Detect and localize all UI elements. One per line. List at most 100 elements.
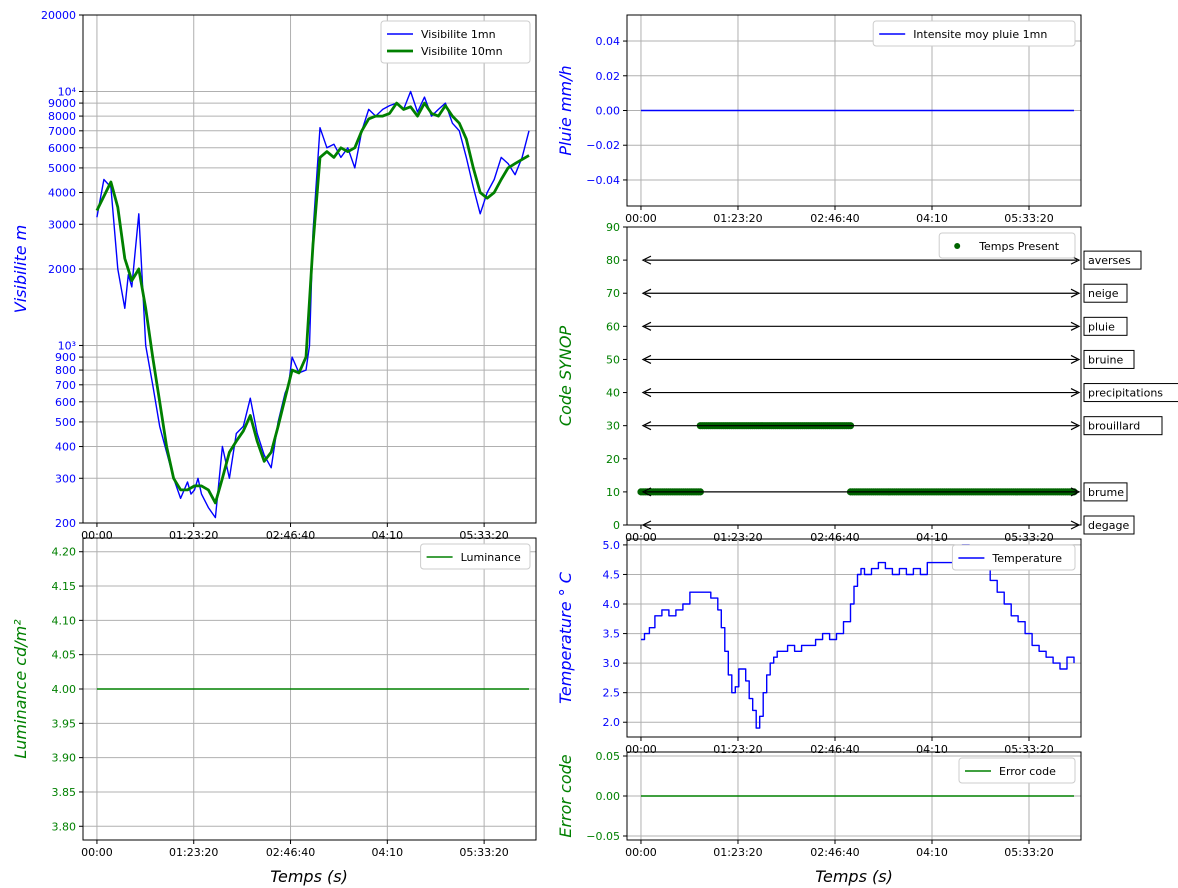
y-axis-label: Pluie mm/h — [556, 65, 575, 155]
annotation-box — [1083, 316, 1128, 336]
legend-marker — [954, 243, 961, 249]
arrow-head-right — [1070, 421, 1081, 431]
x-tick-label: 05:33:20 — [1004, 846, 1053, 859]
y-tick-label: 3000 — [48, 218, 76, 231]
arrow-head-right — [1070, 388, 1081, 398]
chart-rain: 00:00 01:23:20 02:46:40 04:10 05:33:20 −0.04 −… — [556, 14, 1082, 225]
arrow-head-left — [641, 321, 652, 331]
chart-visibility: 00:00 01:23:20 02:46:40 04:10 05:33:20 200 300… — [11, 9, 537, 542]
x-tick-label: 04:10 — [371, 846, 403, 859]
y-tick-label: 5000 — [48, 162, 76, 175]
y-tick-label: 2000 — [48, 263, 76, 276]
annotation-box — [1083, 250, 1142, 270]
arrow-head-right — [1070, 321, 1081, 331]
y-tick-label: 9000 — [48, 97, 76, 110]
x-tick-label: 05:33:20 — [1004, 212, 1053, 225]
y-tick-label: 40 — [606, 387, 620, 400]
y-tick-label: 400 — [55, 441, 76, 454]
legend-label: Luminance — [461, 551, 521, 564]
annotation-label: bruine — [1088, 353, 1124, 366]
axes-frame — [82, 14, 537, 524]
y-tick-label: 3.0 — [603, 657, 621, 670]
y-tick-label: 4.20 — [52, 546, 77, 559]
y-tick-label: 5.0 — [603, 539, 621, 552]
y-tick-label: 20000 — [41, 9, 76, 22]
axes-frame — [626, 751, 1082, 841]
legend-box — [958, 757, 1076, 784]
y-tick-label: 4.15 — [52, 580, 77, 593]
annotation-box — [1083, 349, 1135, 369]
x-tick-label: 05:33:20 — [1004, 743, 1053, 756]
y-tick-label: 80 — [606, 254, 620, 267]
x-tick-label: 02:46:40 — [810, 743, 859, 756]
y-tick-label: 7000 — [48, 125, 76, 138]
y-tick-label: 10 — [606, 486, 620, 499]
series-line-1 — [96, 90, 530, 519]
legend-box — [420, 543, 531, 570]
arrow-head-left — [641, 388, 652, 398]
legend-box — [872, 20, 1076, 47]
arrow-head-right — [1070, 354, 1081, 364]
y-axis-label: Visibilite m — [11, 225, 30, 313]
x-axis-title: Temps (s) — [270, 867, 348, 886]
y-tick-label: 2.5 — [603, 687, 621, 700]
y-tick-label: 90 — [606, 221, 620, 234]
y-axis-label: Temperature ° C — [556, 571, 575, 704]
x-tick-label: 04:10 — [916, 846, 948, 859]
y-tick-label: 60 — [606, 320, 620, 333]
legend-box — [380, 20, 531, 64]
annotation-label: pluie — [1088, 320, 1115, 333]
axes-frame — [626, 538, 1082, 738]
y-tick-label: 10⁴ — [58, 85, 77, 98]
annotation-box — [1083, 515, 1135, 535]
y-tick-label: 0.04 — [596, 35, 621, 48]
axes-frame — [82, 537, 537, 841]
y-tick-label: 3.5 — [603, 628, 621, 641]
x-tick-label: 04:10 — [916, 531, 948, 544]
x-tick-label: 01:23:20 — [169, 529, 218, 542]
x-tick-label: 05:33:20 — [459, 529, 508, 542]
annotation-box — [1083, 383, 1178, 403]
chart-error: 00:00 01:23:20 02:46:40 04:10 05:33:20 −0.05 0… — [556, 750, 1082, 859]
y-tick-label: 0.00 — [596, 790, 621, 803]
y-tick-label: 800 — [55, 364, 76, 377]
y-tick-label: 0.02 — [596, 70, 621, 83]
y-tick-label: 6000 — [48, 142, 76, 155]
annotation-label: brouillard — [1088, 420, 1140, 433]
x-axis-title: Temps (s) — [815, 867, 893, 886]
x-tick-label: 01:23:20 — [713, 531, 762, 544]
x-tick-label: 02:46:40 — [266, 846, 315, 859]
y-tick-label: 8000 — [48, 110, 76, 123]
x-tick-label: 01:23:20 — [169, 846, 218, 859]
y-tick-label: 4.00 — [52, 683, 77, 696]
x-tick-label: 02:46:40 — [810, 531, 859, 544]
annotation-label: degage — [1088, 519, 1129, 532]
legend-label: Intensite moy pluie 1mn — [913, 28, 1047, 41]
y-tick-label: 600 — [55, 396, 76, 409]
x-tick-label: 04:10 — [916, 743, 948, 756]
y-tick-label: 3.95 — [52, 717, 77, 730]
y-tick-label: 900 — [55, 351, 76, 364]
y-tick-label: 0 — [613, 519, 620, 532]
legend-label: Temperature — [991, 552, 1062, 565]
x-tick-label: 00:00 — [625, 212, 657, 225]
y-tick-label: 4.5 — [603, 568, 621, 581]
annotation-label: neige — [1088, 287, 1119, 300]
y-axis-label: Luminance cd/m² — [11, 619, 30, 759]
y-tick-label: 300 — [55, 472, 76, 485]
x-tick-label: 02:46:40 — [810, 846, 859, 859]
x-tick-label: 00:00 — [625, 846, 657, 859]
x-tick-label: 00:00 — [81, 529, 113, 542]
y-tick-label: 3.85 — [52, 786, 77, 799]
legend-label: Error code — [999, 765, 1056, 778]
x-tick-label: 05:33:20 — [1004, 531, 1053, 544]
x-tick-label: 02:46:40 — [266, 529, 315, 542]
x-tick-label: 04:10 — [371, 529, 403, 542]
legend-label: Visibilite 1mn — [421, 28, 496, 41]
y-tick-label: 200 — [55, 517, 76, 530]
annotation-box — [1083, 283, 1128, 303]
arrow-head-left — [641, 255, 652, 265]
arrow-head-left — [641, 487, 652, 497]
annotation-label: brume — [1088, 486, 1124, 499]
chart-luminance: 00:00 01:23:20 02:46:40 04:10 05:33:20 3.80 3.… — [11, 537, 537, 859]
